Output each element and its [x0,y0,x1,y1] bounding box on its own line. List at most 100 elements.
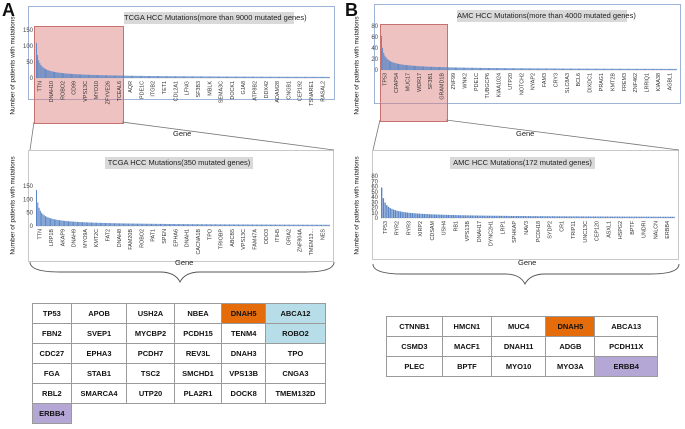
gene-tick-label: ZNF462 [633,73,639,92]
bar [428,214,431,218]
bar [273,224,275,226]
bar [326,224,328,226]
y-tick-label: 150 [23,28,34,34]
bar [172,224,174,226]
bar [188,224,190,226]
bar [617,68,619,70]
bar [282,224,284,226]
bar [93,222,95,226]
bar [420,213,422,218]
bar [138,75,140,78]
gene-cell: NBEA [173,303,223,324]
bar [428,66,430,70]
bar [665,68,667,70]
bar [271,76,273,78]
gene-cell: CDC27 [32,343,72,364]
bar [663,68,665,70]
bar [109,75,111,78]
gene-tick-label: AGBL1 [667,73,673,90]
bar [398,211,400,218]
bar [163,223,165,226]
bar [531,216,533,218]
bar [76,74,78,78]
bar [292,76,294,78]
bar [145,75,147,78]
bar [402,64,404,70]
bar [112,75,114,78]
gene-table-row: FBN2 SVEP1 MYCBP2 PCDH15 TENM4 ROBO2 [32,323,327,344]
bar [410,212,412,218]
bar [575,68,577,70]
bar [554,68,555,70]
bar [492,68,494,70]
bar [275,76,277,78]
gene-tick-label: KIAA38 [656,73,662,91]
gene-cell: CTNNB1 [386,316,443,337]
y-tick-label: 60 [371,35,378,41]
bar [433,214,436,218]
bar [569,216,571,218]
bars-b-top: 80 60 40 20 0 TP53 CFAP54 MUC17 WDR17 SF3B1 GRAMD1… [371,24,677,100]
bar [455,67,456,70]
gene-cell: FGA [32,363,72,384]
bar [457,215,460,218]
bar [440,67,442,70]
bar [521,68,522,70]
bar [437,214,439,218]
bar [283,224,285,226]
bar [565,216,567,218]
bar [69,73,71,78]
gene-tick-label: CFAP54 [394,73,400,93]
bar [608,68,610,70]
y-tick-label: 0 [375,216,379,222]
bar [469,67,471,70]
bar [110,223,112,226]
bar [267,224,269,226]
bar [162,223,164,226]
bar [461,67,463,70]
bar [241,76,243,78]
bar [662,68,664,70]
gene-tick-label: VPS13C [241,229,247,250]
chart-title-a-detail: TCGA HCC Mutations(350 mutated genes) [105,157,253,169]
bar [419,66,421,70]
bar [110,75,112,78]
gene-tick-label: EPHA6 [173,229,179,247]
bar [529,68,530,70]
bar [150,76,152,78]
bar [222,76,224,78]
bar [106,223,108,226]
bar [297,76,299,78]
bar [300,76,302,78]
bar [186,224,188,226]
bar [173,76,175,78]
bar [285,76,287,78]
bar [118,75,120,78]
bar [249,224,251,226]
bar [199,224,201,226]
bar [67,221,69,226]
bar [188,76,190,78]
bar [324,76,326,78]
gene-table-row: TP53 APOB USH2A NBEA DNAH5 ABCA12 [32,303,327,324]
bar [263,224,265,226]
bar [221,224,223,226]
bar [607,68,609,70]
bar [143,223,145,226]
bar [293,76,295,78]
bar [461,215,463,218]
gene-tick-label: SF3B3 [196,81,202,97]
bar [148,223,150,226]
bar [500,68,502,70]
bar [128,223,130,226]
bar [447,67,448,70]
gene-tick-label: DNAH8 [117,229,123,247]
bar [257,224,259,226]
y-tick-label: 50 [26,211,33,217]
bar [184,224,186,226]
bar [594,216,597,218]
gene-tick-label: PAT1 [151,229,157,242]
gene-cell [265,404,325,424]
gene-cell: DNAH3 [221,343,266,364]
bar [42,67,44,78]
